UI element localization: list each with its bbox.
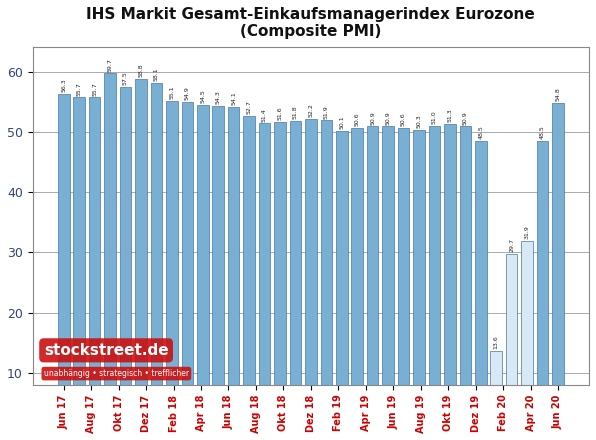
Bar <box>522 241 533 433</box>
Text: 51.9: 51.9 <box>324 105 329 118</box>
Text: unabhängig • strategisch • trefflicher: unabhängig • strategisch • trefflicher <box>44 369 189 378</box>
Text: 54.1: 54.1 <box>231 92 236 105</box>
Bar <box>552 103 564 433</box>
Text: 54.9: 54.9 <box>185 87 190 100</box>
Text: 51.8: 51.8 <box>293 106 298 119</box>
Text: 50.9: 50.9 <box>386 111 390 125</box>
Text: 51.6: 51.6 <box>278 107 283 121</box>
Text: 50.9: 50.9 <box>370 111 375 125</box>
Bar <box>491 351 502 433</box>
Text: 55.7: 55.7 <box>77 82 82 95</box>
Text: 57.5: 57.5 <box>123 71 128 85</box>
Text: 55.7: 55.7 <box>92 82 97 95</box>
Bar <box>228 107 240 433</box>
Bar <box>212 106 224 433</box>
Bar <box>243 116 255 433</box>
Text: 50.9: 50.9 <box>463 111 468 125</box>
Text: 51.4: 51.4 <box>262 108 267 121</box>
Text: 50.3: 50.3 <box>417 114 421 128</box>
Bar <box>429 126 440 433</box>
Text: 29.7: 29.7 <box>509 238 514 252</box>
Bar <box>398 128 409 433</box>
Bar <box>120 87 131 433</box>
Bar <box>290 121 301 433</box>
Bar <box>444 124 456 433</box>
Text: 55.1: 55.1 <box>169 86 175 99</box>
Bar <box>460 126 471 433</box>
Bar <box>89 97 101 433</box>
Text: 59.7: 59.7 <box>108 58 113 72</box>
Bar <box>135 79 147 433</box>
Bar <box>259 123 271 433</box>
Bar <box>182 102 193 433</box>
Bar <box>58 94 70 433</box>
Bar <box>321 121 332 433</box>
Text: 13.6: 13.6 <box>493 336 499 349</box>
Text: 51.0: 51.0 <box>432 110 437 124</box>
Bar <box>104 73 116 433</box>
Text: 54.3: 54.3 <box>216 90 221 104</box>
Bar <box>537 141 548 433</box>
Text: stockstreet.de: stockstreet.de <box>44 343 169 358</box>
Bar <box>274 122 285 433</box>
Text: 48.5: 48.5 <box>540 125 545 139</box>
Bar <box>352 128 363 433</box>
Bar <box>382 126 394 433</box>
Bar <box>305 118 316 433</box>
Bar <box>336 131 347 433</box>
Text: 50.1: 50.1 <box>339 116 344 129</box>
Bar <box>367 126 378 433</box>
Text: 31.9: 31.9 <box>524 225 530 239</box>
Bar <box>475 141 486 433</box>
Text: 50.6: 50.6 <box>355 113 360 126</box>
Bar <box>73 97 85 433</box>
Text: 58.8: 58.8 <box>138 63 144 77</box>
Bar <box>413 130 425 433</box>
Text: 58.1: 58.1 <box>154 68 159 81</box>
Text: 54.5: 54.5 <box>200 89 205 103</box>
Bar <box>151 83 162 433</box>
Text: 52.2: 52.2 <box>308 103 313 117</box>
Bar <box>197 105 209 433</box>
Bar <box>506 254 517 433</box>
Text: 48.5: 48.5 <box>478 125 483 139</box>
Text: 50.6: 50.6 <box>401 113 406 126</box>
Title: IHS Markit Gesamt-Einkaufsmanagerindex Eurozone
(Composite PMI): IHS Markit Gesamt-Einkaufsmanagerindex E… <box>86 7 535 39</box>
Text: 52.7: 52.7 <box>247 100 252 114</box>
Text: 51.3: 51.3 <box>448 108 452 122</box>
Bar <box>166 101 178 433</box>
Text: 56.3: 56.3 <box>61 78 66 92</box>
Text: 54.8: 54.8 <box>555 87 560 101</box>
